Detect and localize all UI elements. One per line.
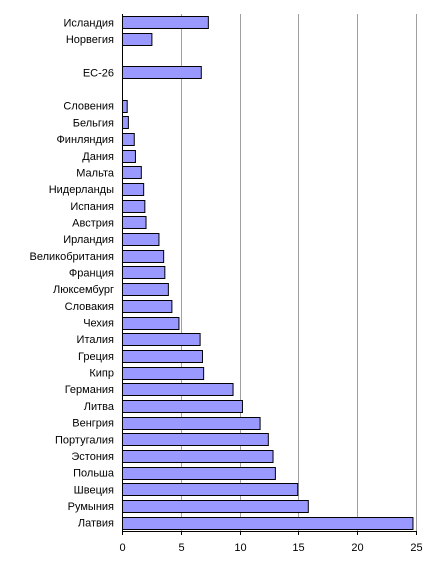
bar [122, 517, 414, 530]
category-label: Германия [65, 384, 114, 396]
category-label: Нидерланды [49, 184, 114, 196]
category-label: ЕС-26 [83, 67, 114, 79]
category-label: Литва [84, 401, 115, 413]
category-labels: Исландия Норвегия ЕС-26 Словения Бельгия Финл… [30, 17, 115, 529]
bar [122, 216, 147, 229]
bar [122, 500, 309, 513]
category-label: Румыния [68, 501, 114, 513]
bar [122, 467, 276, 480]
bar [122, 367, 205, 380]
bar [122, 400, 243, 413]
bar [122, 16, 209, 29]
bar [122, 417, 261, 430]
axes [122, 14, 417, 535]
x-tick-label: 15 [292, 542, 304, 554]
x-tick-label: 5 [178, 542, 184, 554]
category-label: Франция [69, 268, 114, 280]
bar [122, 350, 203, 363]
bar [122, 266, 166, 279]
category-label: Исландия [63, 17, 114, 29]
category-label: Греция [78, 351, 114, 363]
x-tick-labels: 0 5 10 15 20 25 [119, 542, 422, 554]
bar [122, 33, 153, 46]
bar [122, 450, 274, 463]
category-label: Эстония [71, 451, 114, 463]
x-tick-label: 0 [119, 542, 125, 554]
category-label: Чехия [83, 318, 114, 330]
bar [122, 150, 136, 163]
category-label: Швеция [74, 484, 114, 496]
x-tick-label: 10 [234, 542, 246, 554]
category-label: Австрия [72, 217, 114, 229]
category-label: Кипр [89, 368, 114, 380]
bars [122, 16, 414, 530]
category-label: Португалия [55, 434, 114, 446]
bar [122, 233, 160, 246]
bar [122, 433, 269, 446]
bar [122, 100, 128, 113]
bar [122, 383, 234, 396]
bar [122, 200, 146, 213]
bar [122, 250, 165, 263]
category-label: Латвия [78, 518, 114, 530]
category-label: Ирландия [63, 234, 114, 246]
category-label: Польша [73, 468, 115, 480]
category-label: Италия [77, 334, 115, 346]
bar [122, 333, 201, 346]
category-label: Венгрия [72, 418, 114, 430]
category-label: Бельгия [73, 117, 114, 129]
category-label: Дания [82, 151, 114, 163]
category-label: Словакия [65, 301, 114, 313]
bar [122, 166, 142, 179]
bar [122, 483, 299, 496]
bar [122, 183, 145, 196]
bar [122, 283, 169, 296]
bar [122, 116, 129, 129]
category-label: Люксембург [53, 284, 114, 296]
x-tick-label: 20 [351, 542, 363, 554]
category-label: Словения [63, 101, 114, 113]
category-label: Испания [70, 201, 114, 213]
category-label: Мальта [76, 167, 115, 179]
category-label: Норвегия [66, 34, 114, 46]
bar [122, 300, 173, 313]
bar [122, 66, 202, 79]
x-tick-label: 25 [410, 542, 422, 554]
category-label: Великобритания [30, 251, 115, 263]
category-label: Финляндия [56, 134, 114, 146]
bar [122, 317, 180, 330]
bar [122, 133, 135, 146]
